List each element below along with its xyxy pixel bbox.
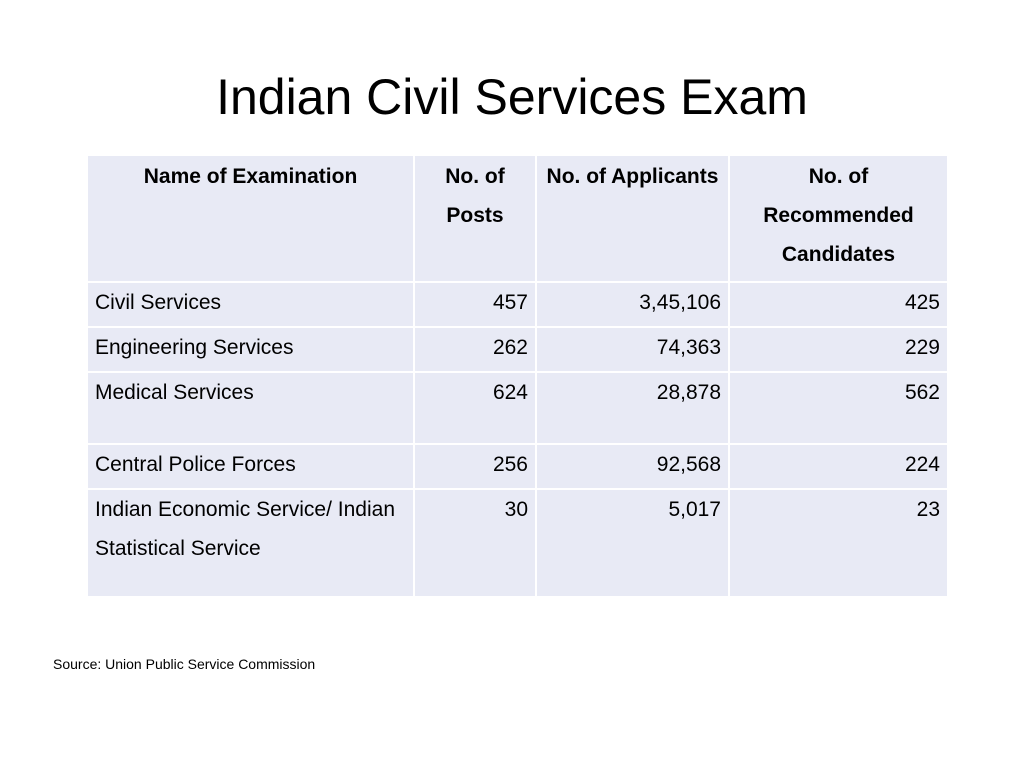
cell-posts: 457 — [413, 281, 537, 328]
cell-exam-name: Medical Services — [86, 371, 415, 445]
table-row: Engineering Services 262 74,363 229 — [86, 326, 949, 373]
slide-title: Indian Civil Services Exam — [216, 69, 808, 125]
table-header-row: Name of Examination No. of Posts No. of … — [86, 154, 949, 283]
table-row: Indian Economic Service/ Indian Statisti… — [86, 488, 949, 598]
cell-posts: 30 — [413, 488, 537, 598]
cell-exam-name: Central Police Forces — [86, 443, 415, 490]
cell-applicants: 5,017 — [535, 488, 730, 598]
header-name-of-examination: Name of Examination — [86, 154, 415, 283]
cell-applicants: 74,363 — [535, 326, 730, 373]
cell-recommended: 224 — [728, 443, 949, 490]
cell-recommended: 23 — [728, 488, 949, 598]
header-no-of-recommended: No. of Recommended Candidates — [728, 154, 949, 283]
cell-applicants: 3,45,106 — [535, 281, 730, 328]
cell-exam-name: Civil Services — [86, 281, 415, 328]
cell-recommended: 562 — [728, 371, 949, 445]
source-note: Source: Union Public Service Commission — [53, 656, 316, 672]
cell-applicants: 28,878 — [535, 371, 730, 445]
table-row: Medical Services 624 28,878 562 — [86, 371, 949, 445]
cell-posts: 624 — [413, 371, 537, 445]
cell-applicants: 92,568 — [535, 443, 730, 490]
table-row: Central Police Forces 256 92,568 224 — [86, 443, 949, 490]
cell-recommended: 425 — [728, 281, 949, 328]
cell-exam-name: Indian Economic Service/ Indian Statisti… — [86, 488, 415, 598]
header-no-of-applicants: No. of Applicants — [535, 154, 730, 283]
cell-recommended: 229 — [728, 326, 949, 373]
header-no-of-posts: No. of Posts — [413, 154, 537, 283]
cell-posts: 262 — [413, 326, 537, 373]
table-row: Civil Services 457 3,45,106 425 — [86, 281, 949, 328]
exam-table: Name of Examination No. of Posts No. of … — [86, 154, 949, 598]
cell-exam-name: Engineering Services — [86, 326, 415, 373]
cell-posts: 256 — [413, 443, 537, 490]
